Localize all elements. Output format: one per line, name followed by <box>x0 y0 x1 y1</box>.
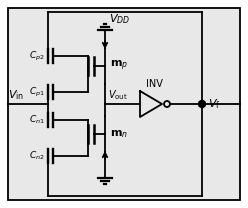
Circle shape <box>198 100 206 108</box>
Text: $V_{DD}$: $V_{DD}$ <box>109 12 130 26</box>
Text: $V_{\rm in}$: $V_{\rm in}$ <box>8 88 24 102</box>
Text: $\mathbf{m}_n$: $\mathbf{m}_n$ <box>110 128 128 140</box>
Text: $C_{p2}$: $C_{p2}$ <box>29 50 45 63</box>
Text: $C_{p1}$: $C_{p1}$ <box>29 85 45 99</box>
Text: $V_{\rm out}$: $V_{\rm out}$ <box>108 88 128 102</box>
Text: $V_{\rm f}$: $V_{\rm f}$ <box>208 97 220 111</box>
Text: $\mathbf{m}_p$: $\mathbf{m}_p$ <box>110 59 128 73</box>
Text: $C_{n2}$: $C_{n2}$ <box>29 150 45 162</box>
Text: INV: INV <box>146 79 162 89</box>
Text: $C_{n1}$: $C_{n1}$ <box>29 114 45 126</box>
